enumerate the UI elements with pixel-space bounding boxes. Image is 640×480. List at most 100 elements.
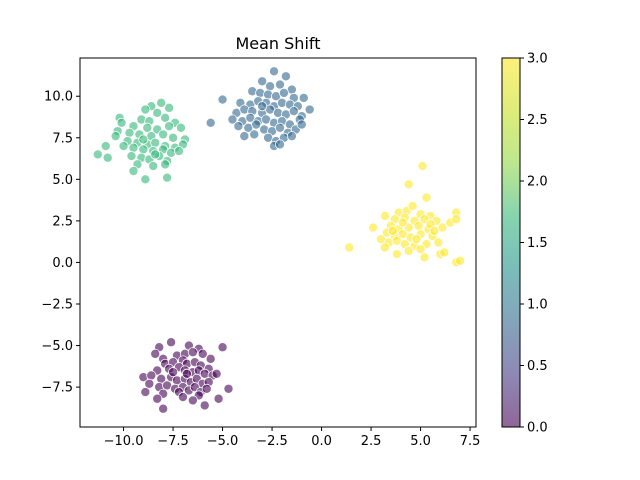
data-point-cluster-3 (397, 217, 408, 228)
data-point-cluster-2 (140, 104, 151, 115)
data-point-cluster-2 (150, 149, 161, 160)
data-point-cluster-2 (138, 134, 149, 145)
data-point-cluster-2 (160, 159, 171, 170)
data-point-cluster-3 (387, 225, 398, 236)
data-point-cluster-1 (274, 122, 285, 133)
data-point-cluster-3 (419, 252, 430, 263)
colorbar-gradient (502, 58, 520, 427)
data-point-cluster-1 (304, 104, 315, 115)
y-tick-label: −2.5 (41, 298, 73, 313)
data-point-cluster-3 (368, 222, 379, 233)
data-point-cluster-2 (156, 97, 167, 108)
data-point-cluster-3 (403, 179, 414, 190)
colorbar: 0.0 0.5 1.0 1.5 2.0 2.5 3.0 (501, 52, 548, 436)
data-point-cluster-3 (433, 237, 444, 248)
data-point-cluster-2 (102, 152, 113, 163)
data-point-cluster-0 (213, 393, 224, 404)
y-tick-label: 0.0 (52, 256, 73, 271)
data-point-cluster-3 (421, 192, 432, 203)
data-point-cluster-1 (257, 76, 268, 87)
y-tick-label: 5.0 (52, 173, 73, 188)
data-point-cluster-3 (379, 210, 390, 221)
x-tick-label: −5.0 (207, 434, 239, 449)
data-point-cluster-2 (168, 132, 179, 143)
data-point-cluster-2 (152, 107, 163, 118)
data-point-cluster-2 (150, 137, 161, 148)
x-axis: −10.0 −7.5 −5.0 −2.5 0.0 2.5 5.0 7.5 (104, 427, 480, 449)
data-point-cluster-1 (239, 131, 250, 142)
data-point-cluster-2 (164, 121, 175, 132)
data-point-cluster-2 (162, 172, 173, 183)
data-point-cluster-2 (160, 112, 171, 123)
y-tick-label: 2.5 (52, 214, 73, 229)
data-point-cluster-0 (187, 347, 198, 358)
data-point-cluster-2 (116, 117, 127, 128)
data-point-cluster-1 (269, 66, 280, 77)
y-tick-label: 10.0 (44, 90, 73, 105)
data-point-cluster-1 (205, 117, 216, 128)
data-point-cluster-0 (166, 337, 177, 348)
data-point-cluster-3 (411, 234, 422, 245)
x-tick-label: −10.0 (104, 434, 144, 449)
x-tick-label: −2.5 (256, 434, 288, 449)
data-point-cluster-3 (455, 255, 466, 266)
data-point-cluster-1 (249, 129, 260, 140)
data-point-cluster-0 (181, 368, 192, 379)
colorbar-tick-label: 2.5 (527, 113, 548, 128)
data-point-cluster-3 (413, 220, 424, 231)
x-tick-label: 2.5 (361, 434, 382, 449)
data-point-cluster-2 (173, 146, 184, 157)
colorbar-tick-label: 1.5 (527, 236, 548, 251)
colorbar-ticks: 0.0 0.5 1.0 1.5 2.0 2.5 3.0 (520, 52, 548, 436)
colorbar-tick-label: 3.0 (527, 52, 548, 67)
data-point-cluster-1 (286, 131, 297, 142)
data-point-cluster-3 (417, 161, 428, 172)
data-point-cluster-1 (257, 101, 268, 112)
data-point-cluster-0 (211, 368, 222, 379)
data-point-cluster-0 (168, 367, 179, 378)
y-tick-label: −5.0 (41, 339, 73, 354)
data-point-cluster-1 (274, 79, 285, 90)
colorbar-tick-label: 2.0 (527, 175, 548, 190)
data-point-cluster-2 (110, 131, 121, 142)
x-tick-label: 5.0 (410, 434, 431, 449)
data-point-cluster-0 (150, 348, 161, 359)
data-point-cluster-1 (280, 71, 291, 82)
data-point-cluster-3 (439, 247, 450, 258)
data-point-cluster-2 (128, 142, 139, 153)
plot-border (79, 57, 477, 428)
data-point-cluster-2 (138, 144, 149, 155)
data-point-cluster-3 (429, 225, 440, 236)
data-point-cluster-3 (415, 244, 426, 255)
data-point-cluster-0 (187, 395, 198, 406)
data-point-cluster-3 (379, 242, 390, 253)
data-point-cluster-1 (227, 114, 238, 125)
colorbar-tick-label: 1.0 (527, 298, 548, 313)
data-point-cluster-0 (140, 387, 151, 398)
y-axis: −7.5 −5.0 −2.5 0.0 2.5 5.0 7.5 10.0 (41, 90, 80, 396)
points-layer (92, 66, 466, 414)
data-point-cluster-2 (124, 127, 135, 138)
data-point-cluster-1 (298, 92, 309, 103)
data-point-cluster-0 (158, 403, 169, 414)
data-point-cluster-0 (223, 383, 234, 394)
data-point-cluster-1 (265, 81, 276, 92)
data-point-cluster-1 (296, 119, 307, 130)
data-point-cluster-1 (288, 106, 299, 117)
data-point-cluster-1 (278, 87, 289, 98)
data-point-cluster-0 (144, 378, 155, 389)
colorbar-tick-label: 0.5 (527, 359, 548, 374)
x-tick-label: −7.5 (157, 434, 189, 449)
data-point-cluster-0 (146, 370, 157, 381)
colorbar-tick-label: 0.0 (527, 421, 548, 436)
data-point-cluster-2 (92, 149, 103, 160)
data-point-cluster-2 (175, 122, 186, 133)
data-point-cluster-1 (274, 139, 285, 150)
data-point-cluster-1 (233, 121, 244, 132)
data-point-cluster-0 (197, 348, 208, 359)
plot-area: −10.0 −7.5 −5.0 −2.5 0.0 2.5 5.0 7.5 −7.5 −5.0 −2… (41, 57, 480, 449)
data-point-cluster-0 (205, 353, 216, 364)
y-tick-label: 7.5 (52, 131, 73, 146)
data-point-cluster-0 (177, 392, 188, 403)
